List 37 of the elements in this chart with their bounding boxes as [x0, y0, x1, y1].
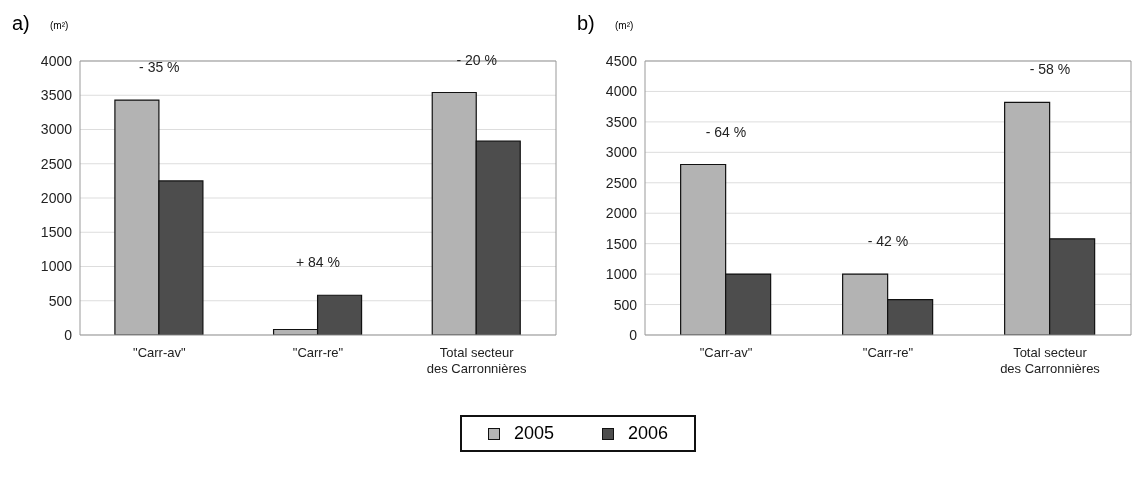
y-tick-label: 4000 [605, 83, 638, 100]
y-tick-label: 0 [64, 326, 73, 343]
y-tick-label: 500 [613, 296, 638, 313]
y-tick-label: 3000 [40, 121, 73, 138]
y-tick-label: 0 [629, 326, 638, 343]
legend-label: 2006 [628, 423, 669, 444]
x-tick-label: "Carr-re" [862, 345, 914, 360]
annotation: - 20 % [456, 51, 497, 68]
chart-title: b) [577, 12, 595, 35]
x-tick-label: "Carr-re" [292, 345, 344, 360]
y-tick-label: 2500 [605, 174, 638, 191]
annotation: - 64 % [705, 123, 747, 140]
y-tick-label: 500 [48, 292, 73, 309]
y-axis-title: (m²) [615, 20, 634, 31]
y-tick-label: 4000 [40, 52, 73, 69]
chart-title: a) [12, 12, 30, 35]
y-tick-label: 1500 [605, 235, 638, 252]
x-tick-label: Total secteur des Carronnières [426, 345, 528, 376]
x-tick-label: "Carr-av" [133, 345, 186, 360]
annotation: - 42 % [867, 233, 909, 250]
y-tick-label: 3500 [40, 87, 73, 104]
y-tick-label: 4500 [605, 52, 638, 69]
y-tick-label: 1000 [40, 258, 73, 275]
annotation: - 35 % [139, 59, 180, 76]
y-tick-label: 2000 [40, 189, 73, 206]
x-tick-label: "Carr-av" [699, 345, 753, 360]
y-tick-label: 2500 [40, 155, 73, 172]
x-tick-label: Total secteur des Carronnières [1000, 345, 1101, 376]
annotation: - 58 % [1029, 61, 1071, 78]
annotation: + 84 % [296, 254, 340, 271]
legend-label: 2005 [513, 423, 554, 444]
y-tick-label: 2000 [605, 205, 638, 222]
y-axis-title: (m²) [50, 20, 69, 31]
y-tick-label: 1000 [605, 266, 638, 283]
y-tick-label: 3500 [605, 113, 638, 130]
y-tick-label: 1500 [40, 224, 73, 241]
y-tick-label: 3000 [605, 144, 638, 161]
